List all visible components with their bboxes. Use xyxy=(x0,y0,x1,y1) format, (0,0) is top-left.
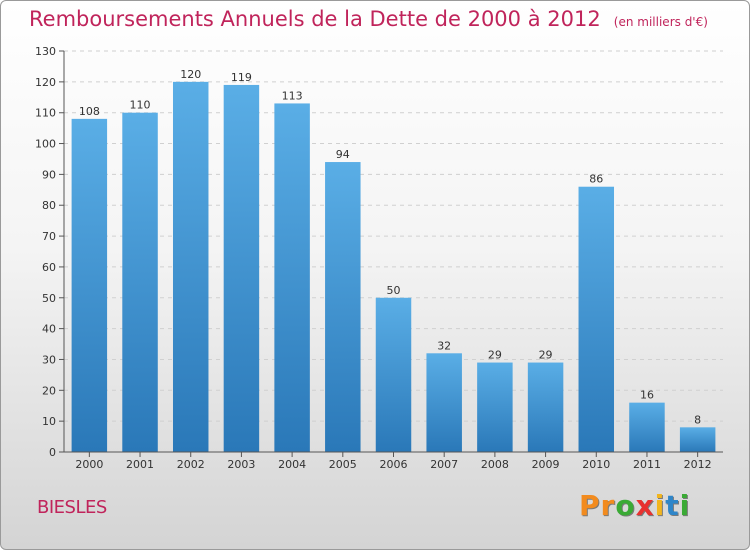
x-tick-label: 2012 xyxy=(684,458,712,471)
bar-2008 xyxy=(477,362,513,452)
bar-2005 xyxy=(325,162,361,453)
bar-2006 xyxy=(375,297,412,452)
x-tick-label: 2008 xyxy=(481,458,509,471)
logo-letter: r xyxy=(600,489,616,522)
y-tick-label: 90 xyxy=(42,168,56,181)
data-label-2012: 8 xyxy=(694,413,701,426)
bar-2007 xyxy=(426,353,462,452)
x-tick-label: 2004 xyxy=(278,458,306,471)
logo-letter: i xyxy=(654,489,666,522)
logo-letter: o xyxy=(615,489,636,522)
data-label-2003: 119 xyxy=(231,71,252,84)
y-tick-label: 70 xyxy=(42,230,56,243)
x-tick-label: 2000 xyxy=(75,458,103,471)
x-tick-label: 2007 xyxy=(430,458,458,471)
data-label-2008: 29 xyxy=(488,349,502,362)
y-tick-label: 120 xyxy=(35,76,56,89)
bar-2001 xyxy=(122,112,158,452)
logo-letter: x xyxy=(635,489,655,522)
chart-title: Remboursements Annuels de la Dette de 20… xyxy=(29,7,601,31)
data-label-2010: 86 xyxy=(589,173,603,186)
data-label-2006: 50 xyxy=(387,284,401,297)
bar-2012 xyxy=(679,427,716,452)
bar-2009 xyxy=(527,362,564,452)
y-tick-label: 50 xyxy=(42,292,56,305)
logo-letter: P xyxy=(579,489,601,522)
proxiti-logo: Proxiti xyxy=(579,489,690,522)
x-tick-label: 2006 xyxy=(380,458,408,471)
y-tick-label: 100 xyxy=(35,138,56,151)
y-tick-label: 110 xyxy=(35,107,56,120)
y-tick-label: 30 xyxy=(42,353,56,366)
x-tick-label: 2011 xyxy=(633,458,661,471)
logo-letter: i xyxy=(679,489,691,522)
data-label-2005: 94 xyxy=(336,148,350,161)
bar-2011 xyxy=(629,402,665,452)
y-tick-label: 130 xyxy=(35,45,56,58)
bar-2000 xyxy=(71,118,108,452)
chart-unit: (en milliers d'€) xyxy=(613,15,708,29)
y-tick-label: 40 xyxy=(42,323,56,336)
x-tick-label: 2001 xyxy=(126,458,154,471)
bar-2010 xyxy=(578,186,615,452)
bar-2002 xyxy=(172,81,209,452)
logo-letter: t xyxy=(665,489,680,522)
bar-2004 xyxy=(274,103,310,452)
x-tick-label: 2010 xyxy=(582,458,610,471)
y-tick-label: 20 xyxy=(42,384,56,397)
y-tick-label: 0 xyxy=(49,446,56,459)
x-tick-label: 2009 xyxy=(532,458,560,471)
data-label-2000: 108 xyxy=(79,105,100,118)
data-label-2002: 120 xyxy=(180,68,201,81)
y-tick-label: 80 xyxy=(42,199,56,212)
data-label-2007: 32 xyxy=(437,339,451,352)
y-tick-label: 60 xyxy=(42,261,56,274)
data-label-2004: 113 xyxy=(282,89,303,102)
title-row: Remboursements Annuels de la Dette de 20… xyxy=(29,7,708,31)
data-label-2009: 29 xyxy=(539,349,553,362)
x-tick-label: 2003 xyxy=(227,458,255,471)
x-tick-label: 2002 xyxy=(177,458,205,471)
data-label-2001: 110 xyxy=(130,99,151,112)
bar-2003 xyxy=(223,84,260,452)
x-tick-label: 2005 xyxy=(329,458,357,471)
commune-name: BIESLES xyxy=(37,497,107,518)
y-tick-label: 10 xyxy=(42,415,56,428)
data-label-2011: 16 xyxy=(640,389,654,402)
